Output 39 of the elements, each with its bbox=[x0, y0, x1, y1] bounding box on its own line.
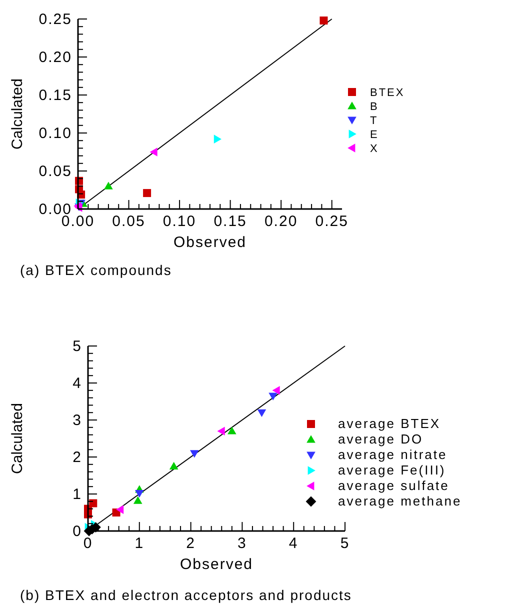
x-tick-label: 0 bbox=[83, 535, 93, 552]
y-tick-label: 2 bbox=[72, 449, 82, 466]
legend-label: BTEX bbox=[370, 87, 405, 99]
x-tick-label: 4 bbox=[288, 535, 298, 552]
y-tick-label: 4 bbox=[72, 375, 82, 392]
legend-label: T bbox=[370, 115, 378, 127]
legend-label: average DO bbox=[338, 432, 424, 446]
y-tick-label: 0.25 bbox=[38, 11, 72, 28]
x-tick-label: 0.15 bbox=[214, 213, 247, 230]
y-tick-label: 5 bbox=[72, 338, 82, 355]
x-tick-label: 1 bbox=[134, 535, 144, 552]
legend-label: average sulfate bbox=[338, 478, 450, 493]
text: (b) BTEX and electron acceptors and products bbox=[20, 587, 352, 603]
legend-label: average methane bbox=[338, 494, 462, 508]
x-tick-label: 0.25 bbox=[315, 213, 348, 230]
legend-label: average Fe(III) bbox=[338, 462, 446, 478]
x-tick-label: 3 bbox=[238, 535, 247, 552]
legend-label: average nitrate bbox=[338, 447, 448, 462]
legend-label: E bbox=[370, 129, 379, 141]
x-axis-title: Observed bbox=[173, 234, 247, 251]
y-tick-label: 0.20 bbox=[38, 49, 72, 66]
y-tick-label: 0.05 bbox=[38, 163, 72, 180]
x-tick-label: 5 bbox=[340, 535, 350, 552]
legend-label: B bbox=[370, 101, 379, 113]
y-axis-title: Calculated bbox=[9, 78, 26, 150]
x-tick-label: 0.05 bbox=[112, 213, 146, 230]
x-axis-title: Observed bbox=[180, 556, 254, 573]
text: (a) BTEX compounds bbox=[20, 262, 172, 278]
x-tick-label: 0.20 bbox=[264, 213, 298, 230]
legend-label: average BTEX bbox=[338, 416, 441, 431]
y-axis-title: Calculated bbox=[9, 403, 26, 474]
y-tick-label: 0 bbox=[72, 523, 82, 540]
y-tick-label: 0.10 bbox=[38, 125, 72, 142]
y-tick-label: 0.15 bbox=[38, 87, 72, 104]
y-tick-label: 1 bbox=[72, 486, 82, 503]
x-tick-label: 2 bbox=[186, 535, 196, 552]
x-tick-label: 0.10 bbox=[162, 213, 196, 230]
y-tick-label: 3 bbox=[72, 412, 82, 429]
legend-label: X bbox=[370, 143, 379, 155]
